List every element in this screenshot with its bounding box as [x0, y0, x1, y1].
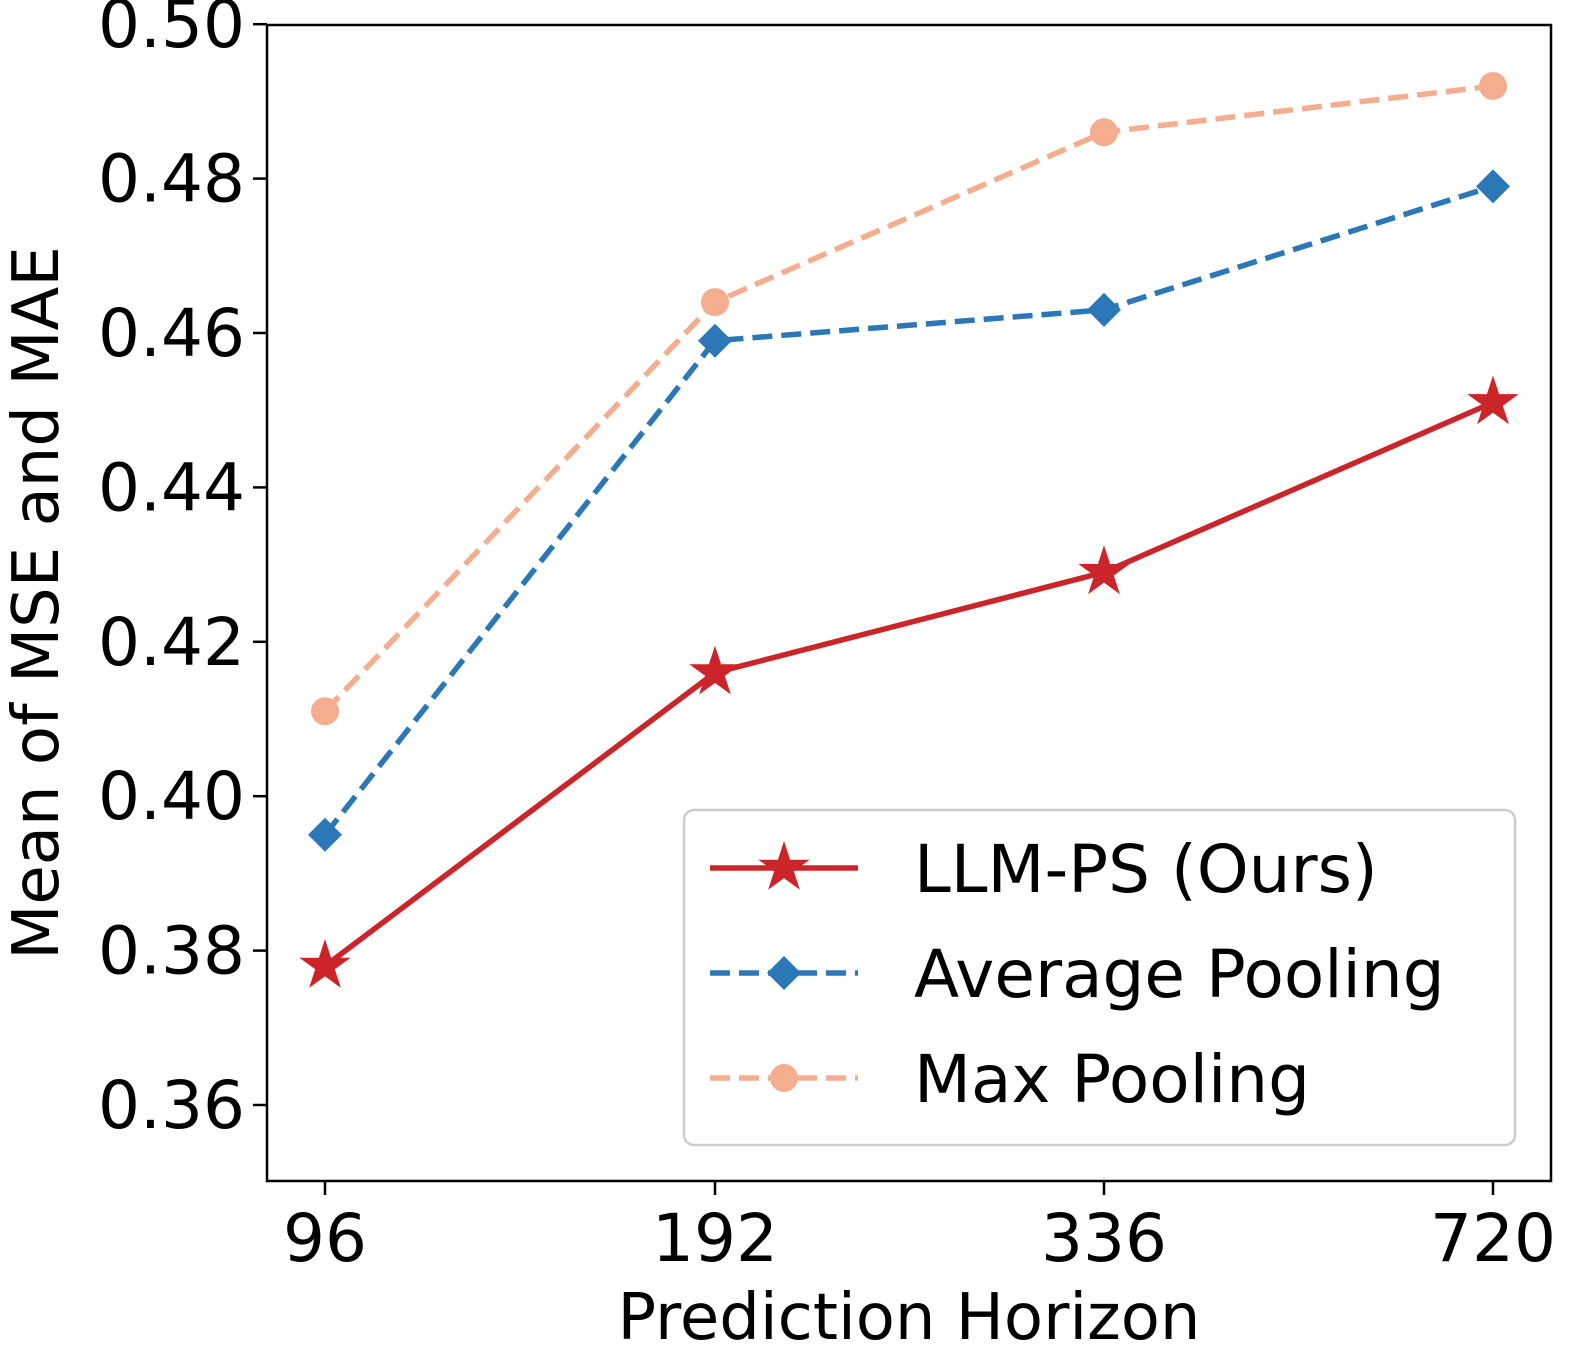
y-tick-label: 0.46	[98, 295, 245, 372]
legend-marker-diamond	[767, 956, 801, 990]
data-point-star	[1078, 545, 1130, 595]
data-point-star	[299, 939, 351, 988]
data-point-circle	[1090, 118, 1118, 147]
series-layer	[299, 71, 1519, 988]
series-diamond	[308, 169, 1510, 852]
y-tick-label: 0.38	[98, 913, 245, 990]
data-point-circle	[1479, 71, 1507, 100]
x-tick-label: 720	[1430, 1200, 1556, 1277]
legend: LLM-PS (Ours) Average Pooling Max Pooling	[682, 808, 1517, 1147]
series-line	[323, 399, 1495, 969]
legend-entry: Average Pooling	[710, 936, 1445, 1013]
y-tick-label: 0.44	[98, 449, 245, 526]
y-axis-label: Mean of MSE and MAE	[0, 246, 74, 960]
y-tick-label: 0.50	[98, 0, 245, 63]
data-point-star	[1467, 375, 1519, 425]
x-tick-label: 192	[652, 1200, 778, 1277]
y-tick-label: 0.48	[98, 141, 245, 218]
data-point-circle	[701, 288, 729, 317]
y-tick-label: 0.36	[98, 1067, 245, 1144]
legend-marker-star	[758, 841, 810, 890]
legend-label: LLM-PS (Ours)	[914, 831, 1378, 908]
data-point-circle	[311, 697, 339, 726]
series-star	[299, 375, 1519, 988]
data-point-diamond	[1087, 292, 1121, 327]
y-axis: 0.36 0.38 0.40 0.42 0.44 0.46 0.48 0.50	[98, 0, 267, 1144]
x-axis: 96 192 336 720	[283, 1181, 1556, 1277]
data-point-diamond	[308, 817, 342, 852]
x-axis-label: Prediction Horizon	[618, 1281, 1201, 1352]
y-tick-label: 0.40	[98, 758, 245, 835]
y-tick-label: 0.42	[98, 604, 245, 681]
x-tick-label: 96	[283, 1200, 367, 1277]
x-tick-label: 336	[1041, 1200, 1167, 1277]
legend-marker-circle	[770, 1064, 798, 1092]
legend-entry: Max Pooling	[710, 1041, 1310, 1118]
data-point-diamond	[1476, 169, 1510, 204]
legend-label: Average Pooling	[914, 936, 1445, 1013]
legend-box	[682, 808, 1517, 1147]
series-line	[322, 183, 1494, 837]
series-circle	[311, 71, 1507, 726]
legend-entry: LLM-PS (Ours)	[710, 831, 1378, 908]
data-point-star	[689, 645, 741, 695]
data-point-diamond	[698, 323, 732, 358]
legend-label: Max Pooling	[914, 1041, 1310, 1118]
